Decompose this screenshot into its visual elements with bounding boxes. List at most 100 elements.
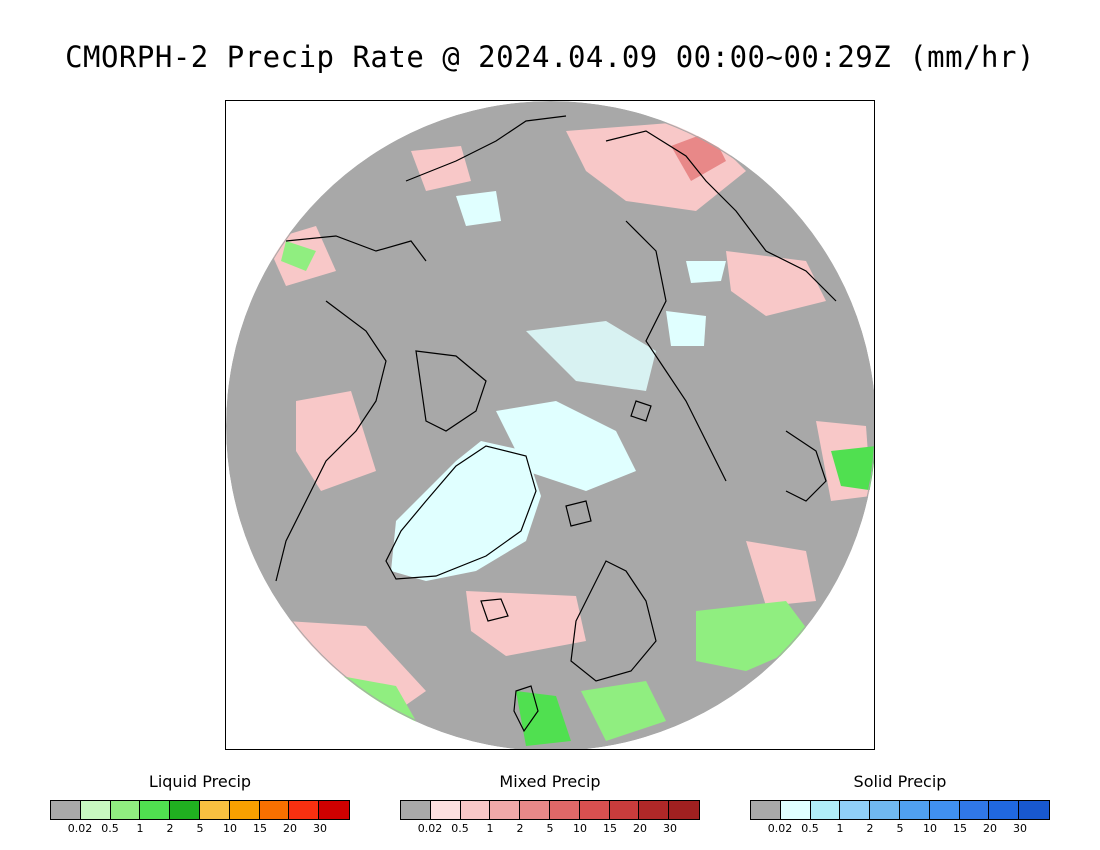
legend-tick-label: 15 [253,822,267,835]
legend-mixed-precip: Mixed Precip 0.02 0.5 1 2 5 10 15 20 30 [400,772,700,836]
legend-tick-label: 20 [283,822,297,835]
legend-swatch [989,801,1020,819]
legend-swatch [840,801,871,819]
legend-tick-label: 15 [603,822,617,835]
legend-swatch [639,801,670,819]
legend-tick-label: 30 [663,822,677,835]
legend-swatch [401,801,431,819]
legend-color-bar [750,800,1050,820]
coastlines [275,115,837,733]
legend-swatch [669,801,699,819]
map-canvas [226,101,874,749]
mixed-precip-region-canada [296,391,376,491]
coastline-greenland [385,445,537,580]
solid-precip-region-chukchi [456,191,501,226]
legend-color-bar [400,800,700,820]
coastline-scandinavia [570,560,657,682]
legend-swatch [929,801,960,819]
coastline-uk [513,685,539,733]
liquid-precip-region-europe [581,681,666,741]
legend-tick-label: 2 [166,822,174,835]
liquid-precip-region-uk [516,691,571,746]
legend-swatch [1019,801,1049,819]
legend-swatch [959,801,990,819]
legend-swatch [520,801,550,819]
mixed-precip-region-russia [746,541,816,606]
legend-swatch [780,801,811,819]
legend-tick-label: 0.5 [101,822,119,835]
solid-precip-region-kara [666,311,706,346]
legend-tick-label: 5 [896,822,904,835]
legend-swatch [579,801,610,819]
polar-precip-map [225,100,875,750]
legend-tick-label: 15 [953,822,967,835]
legend-swatch [490,801,521,819]
coastline-svalbard [565,500,592,527]
coastline-russia-arctic [625,220,727,482]
legend-tick-label: 2 [516,822,524,835]
legend-tick-label: 0.02 [417,822,443,835]
legend-tick-label: 5 [546,822,554,835]
legend-tick-label: 30 [313,822,327,835]
legend-tick-label: 1 [136,822,144,835]
legend-liquid-precip: Liquid Precip 0.02 0.5 1 2 5 10 15 20 30 [50,772,350,836]
legend-swatch [319,801,349,819]
liquid-precip-region-alaska [281,241,316,271]
legend-swatch [751,801,781,819]
legend-tick-label: 0.02 [767,822,793,835]
legend-ticks: 0.02 0.5 1 2 5 10 15 20 30 [400,822,700,836]
legend-title: Liquid Precip [148,772,252,791]
legend-swatch [899,801,930,819]
coastline-alaska-north [405,115,567,182]
legend-ticks: 0.02 0.5 1 2 5 10 15 20 30 [50,822,350,836]
mixed-precip-region-atlantic [466,591,586,656]
coastline-iceland [480,598,509,622]
legend-swatch [170,801,200,819]
legend-tick-label: 2 [866,822,874,835]
legend-swatch [549,801,580,819]
legend-tick-label: 0.5 [801,822,819,835]
legend-solid-precip: Solid Precip 0.02 0.5 1 2 5 10 15 20 30 [750,772,1050,836]
liquid-precip-region-far-east [831,446,874,491]
legend-tick-label: 1 [836,822,844,835]
legend-swatch [870,801,900,819]
legend-tick-label: 30 [1013,822,1027,835]
legend-color-bar [50,800,350,820]
legend-tick-label: 20 [633,822,647,835]
solid-precip-region-arctic-ocean [496,401,636,491]
solid-precip-region-laptev [686,261,726,283]
coastline-taymyr [785,430,827,502]
coastline-canadian-archipelago [415,350,487,432]
legend-title: Mixed Precip [499,772,601,791]
mixed-precip-region-north [411,146,471,191]
legend-swatch [140,801,171,819]
solid-precip-region-greenland [391,441,541,581]
map-disc-edge [226,101,874,749]
mixed-precip-region-east [726,251,826,316]
solid-precip-areas [391,191,726,581]
legend-swatch [609,801,640,819]
legend-tick-label: 1 [486,822,494,835]
legend-tick-label: 10 [573,822,587,835]
legend-swatch [199,801,230,819]
legend-swatch [110,801,141,819]
legend-swatch [80,801,111,819]
legend-tick-label: 20 [983,822,997,835]
legend-swatch [51,801,81,819]
legend-tick-label: 10 [223,822,237,835]
coastline-siberia [605,130,837,302]
solid-precip-region-pole [526,321,656,391]
legend-tick-label: 0.02 [67,822,93,835]
legend-tick-label: 0.5 [451,822,469,835]
coastline-canada [275,300,387,582]
legend-title: Solid Precip [853,772,947,791]
legend-tick-label: 5 [196,822,204,835]
legend-swatch [430,801,461,819]
legend-tick-label: 10 [923,822,937,835]
legend-swatch [810,801,841,819]
map-title: CMORPH-2 Precip Rate @ 2024.04.09 00:00~… [65,40,1035,74]
legend-swatch [229,801,260,819]
legend-ticks: 0.02 0.5 1 2 5 10 15 20 30 [750,822,1050,836]
legend-swatch [259,801,290,819]
legend-swatch [460,801,491,819]
